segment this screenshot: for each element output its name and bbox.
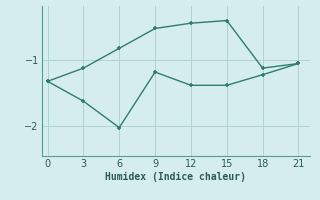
X-axis label: Humidex (Indice chaleur): Humidex (Indice chaleur): [106, 172, 246, 182]
